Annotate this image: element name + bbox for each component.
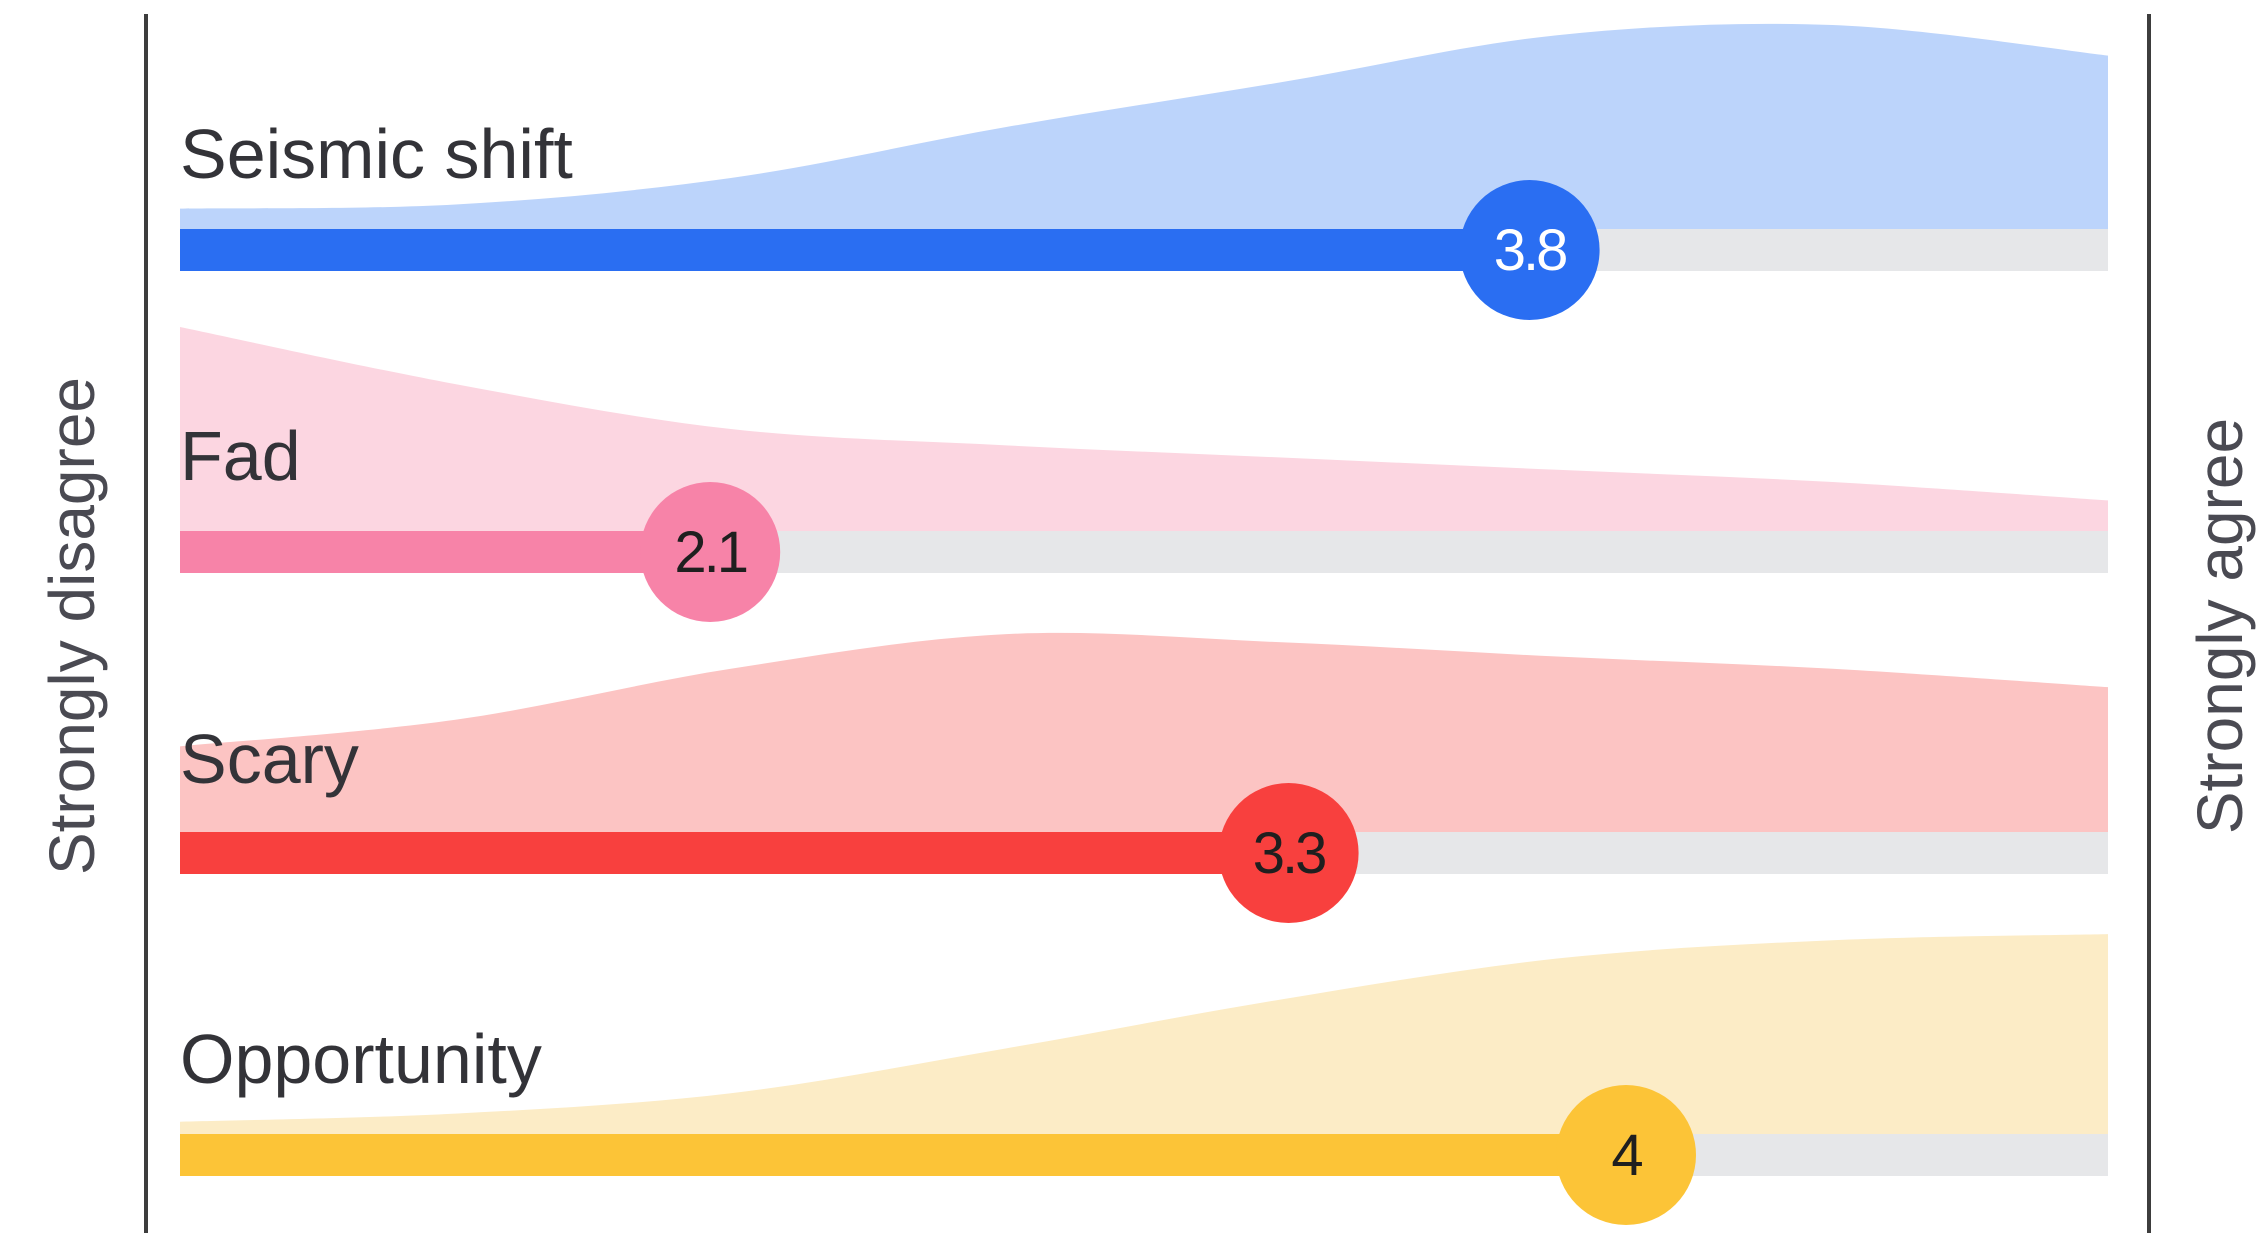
value-bar [180,229,1530,271]
distribution-area [180,23,2108,230]
category-label: Seismic shift [180,115,573,193]
value-label: 4 [1611,1123,1642,1188]
distribution-area [180,934,2108,1134]
value-marker [1459,180,1600,320]
value-bar [180,1134,1626,1176]
category-label: Opportunity [180,1020,542,1098]
distribution-area [180,327,2108,531]
value-bar [180,531,711,573]
right-axis-line [2147,14,2151,1233]
value-marker [1218,783,1359,923]
value-marker [640,482,781,622]
category-label: Scary [180,720,359,798]
value-bar [180,832,1289,874]
distribution-area [180,632,2108,832]
value-marker [1556,1085,1696,1225]
value-label: 3.3 [1253,821,1325,886]
value-label: 3.8 [1494,218,1566,283]
left-axis-line [144,14,148,1233]
value-label: 2.1 [674,520,746,585]
category-label: Fad [180,417,301,495]
